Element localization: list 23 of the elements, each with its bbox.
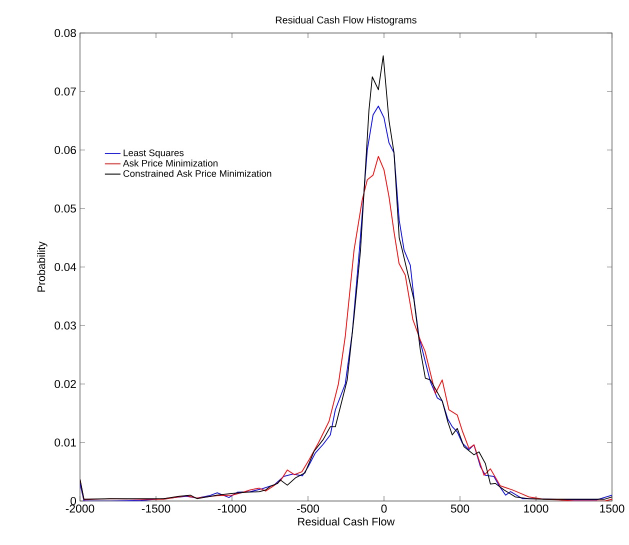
x-tick-label: 1500 — [600, 504, 624, 513]
x-tick-label: -1500 — [142, 504, 170, 513]
legend-label: Constrained Ask Price Minimization — [123, 170, 272, 177]
y-tick-label: 0.01 — [54, 438, 76, 447]
x-tick-label: -2000 — [66, 504, 94, 513]
x-tick-label: 500 — [450, 504, 470, 513]
legend-label: Least Squares — [124, 150, 184, 158]
x-axis-title: Residual Cash Flow — [298, 517, 395, 526]
y-tick-label: 0.04 — [54, 262, 76, 272]
y-tick-label: 0.02 — [54, 380, 76, 388]
y-tick-label: 0.03 — [54, 321, 76, 330]
y-axis-title: Probability — [37, 241, 48, 292]
y-tick-label: 0.07 — [54, 87, 76, 96]
x-tick-label: -1000 — [218, 504, 246, 513]
y-tick-label: 0.08 — [54, 28, 76, 38]
y-tick-label: 0 — [70, 496, 76, 506]
x-tick-label: 0 — [381, 504, 387, 513]
y-tick-label: 0.05 — [54, 204, 76, 213]
legend-label: Ask Price Minimization — [122, 160, 218, 167]
x-tick-label: -500 — [297, 504, 320, 513]
y-tick-label: 0.06 — [54, 146, 76, 154]
x-tick-label: 1000 — [524, 504, 548, 513]
chart-title: Residual Cash Flow Histograms — [276, 16, 416, 26]
